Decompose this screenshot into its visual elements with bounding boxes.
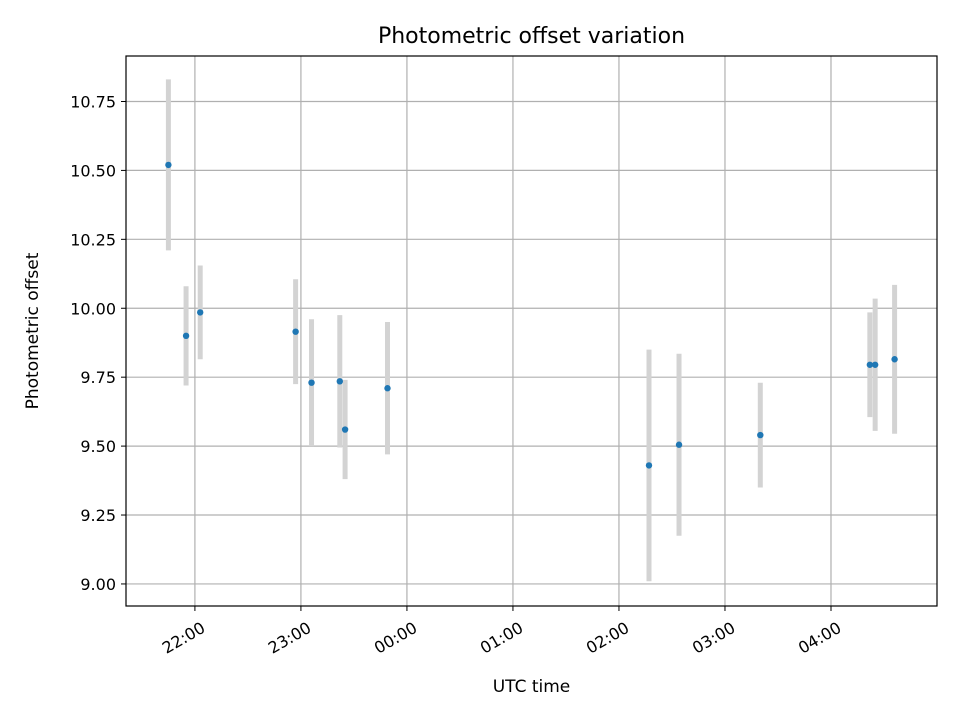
plot-frame xyxy=(125,55,938,607)
y-tick-label: 9.50 xyxy=(80,437,116,456)
data-point xyxy=(757,431,764,439)
data-point xyxy=(645,462,653,469)
data-point xyxy=(197,309,204,316)
data-point xyxy=(336,378,343,385)
data-point xyxy=(871,361,879,368)
y-tick-label: 10.25 xyxy=(70,230,116,249)
point-layer xyxy=(165,161,898,469)
x-tick-label: 00:00 xyxy=(371,618,420,658)
x-tick-label: 04:00 xyxy=(795,618,844,658)
y-tick-label: 9.75 xyxy=(80,368,116,387)
data-point xyxy=(384,385,391,392)
data-point xyxy=(341,426,349,433)
y-tick-label: 10.75 xyxy=(70,92,116,111)
y-axis-label: Photometric offset xyxy=(23,252,43,409)
data-point xyxy=(165,161,172,169)
y-tick-label: 9.25 xyxy=(80,506,116,525)
data-point xyxy=(308,379,315,386)
data-point xyxy=(891,356,898,363)
y-tick-label: 10.50 xyxy=(70,161,116,180)
errorbar-layer xyxy=(165,79,898,582)
y-tick-label: 10.00 xyxy=(70,299,116,318)
x-tick-label: 23:00 xyxy=(265,618,314,658)
chart-title: Photometric offset variation xyxy=(378,24,685,49)
x-axis-label: UTC time xyxy=(493,677,571,697)
grid-layer xyxy=(126,56,937,606)
x-tick-label: 01:00 xyxy=(477,618,526,658)
x-tick-label: 22:00 xyxy=(159,618,208,658)
data-point xyxy=(182,332,190,340)
x-tick-label: 02:00 xyxy=(583,618,632,658)
data-point xyxy=(675,441,683,448)
y-tick-label: 9.00 xyxy=(80,575,116,594)
data-point xyxy=(866,361,874,368)
x-tick-label: 03:00 xyxy=(689,618,738,658)
data-point xyxy=(292,328,299,335)
